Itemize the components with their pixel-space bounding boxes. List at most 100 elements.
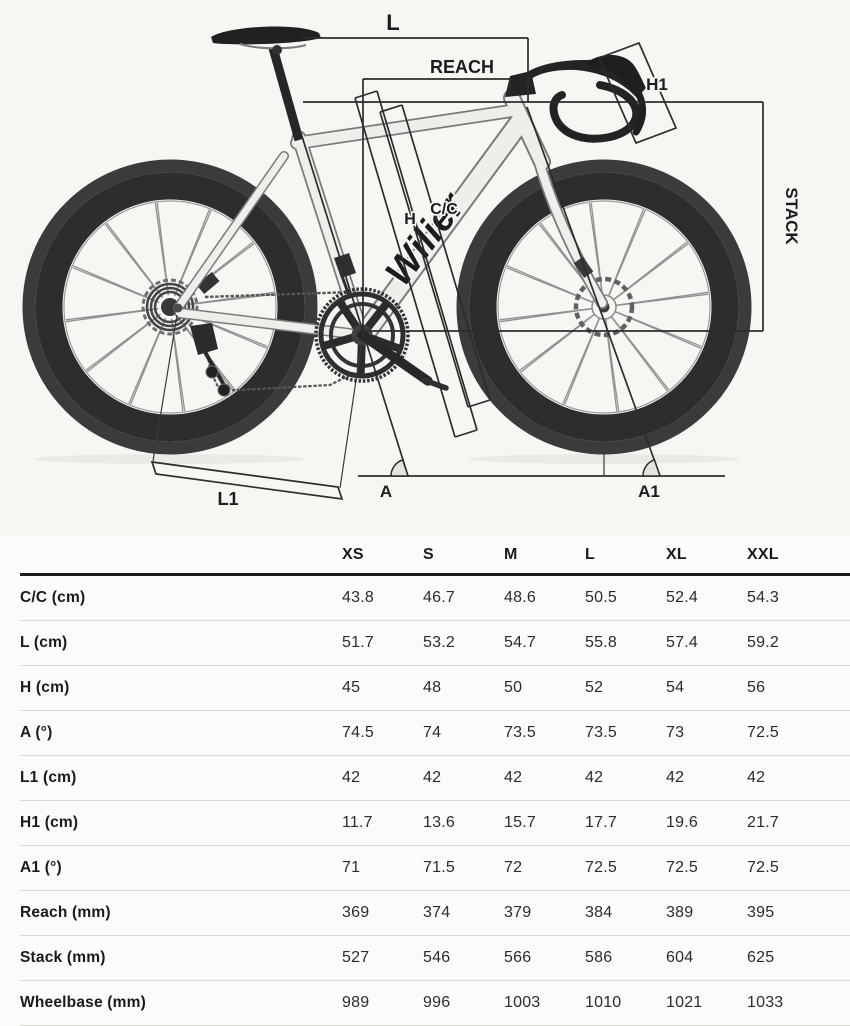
table-row: L (cm) 51.7 53.2 54.7 55.8 57.4 59.2 <box>20 621 850 666</box>
cell-value: 71.5 <box>423 859 455 876</box>
cell-value: 43.8 <box>342 589 374 606</box>
row-label: A1 (°) <box>20 859 62 876</box>
cell-value: 72 <box>504 859 523 876</box>
rear-derailleur <box>190 323 231 397</box>
cell-value: 54 <box>666 679 685 696</box>
size-header-s: S <box>423 545 434 563</box>
cell-value: 379 <box>504 904 532 921</box>
row-label: L1 (cm) <box>20 769 77 786</box>
cell-value: 45 <box>342 679 361 696</box>
rear-disc-rotor <box>141 278 199 336</box>
cell-value: 1021 <box>666 994 703 1011</box>
size-header-xxl: XXL <box>747 545 779 563</box>
cell-value: 74 <box>423 724 442 741</box>
row-label: Stack (mm) <box>20 949 106 966</box>
rear-brake-caliper <box>196 271 220 295</box>
label-l1: L1 <box>217 489 238 509</box>
cell-value: 546 <box>423 949 451 966</box>
cell-value: 21.7 <box>747 814 779 831</box>
size-header-m: M <box>504 545 518 563</box>
cell-value: 369 <box>342 904 370 921</box>
cell-value: 42 <box>423 769 442 786</box>
cell-value: 72.5 <box>666 859 698 876</box>
cell-value: 384 <box>585 904 613 921</box>
seatpost <box>268 46 304 142</box>
size-header-l: L <box>585 545 595 563</box>
cell-value: 74.5 <box>342 724 374 741</box>
cell-value: 59.2 <box>747 634 779 651</box>
cell-value: 42 <box>504 769 523 786</box>
row-label: H (cm) <box>20 679 70 696</box>
cell-value: 374 <box>423 904 451 921</box>
seat-angle-axis <box>300 132 409 477</box>
cell-value: 42 <box>585 769 604 786</box>
label-stack: STACK <box>782 187 801 245</box>
table-row: L1 (cm) 42 42 42 42 42 42 <box>20 756 850 801</box>
cell-value: 15.7 <box>504 814 536 831</box>
bike-geometry-diagram: Wilier <box>22 10 801 509</box>
head-angle-axis <box>526 106 661 477</box>
table-row: H (cm) 45 48 50 52 54 56 <box>20 666 850 711</box>
cell-value: 52 <box>585 679 604 696</box>
cell-value: 604 <box>666 949 694 966</box>
cell-value: 989 <box>342 994 370 1011</box>
cell-value: 19.6 <box>666 814 698 831</box>
cell-value: 46.7 <box>423 589 455 606</box>
cell-value: 72.5 <box>747 724 779 741</box>
rear-wheel <box>22 159 318 455</box>
cell-value: 72.5 <box>747 859 779 876</box>
cell-value: 11.7 <box>342 814 373 831</box>
bike-illustration: Wilier <box>22 10 801 509</box>
cell-value: 996 <box>423 994 451 1011</box>
size-header-xs: XS <box>342 545 364 563</box>
brake-lever <box>630 82 646 136</box>
cell-value: 52.4 <box>666 589 698 606</box>
cell-value: 73.5 <box>585 724 617 741</box>
cell-value: 42 <box>666 769 685 786</box>
angle-a-arc <box>390 458 410 477</box>
dimension-lines <box>150 37 764 501</box>
cell-value: 566 <box>504 949 532 966</box>
pedal <box>421 377 449 391</box>
cell-value: 13.6 <box>423 814 455 831</box>
cell-value: 73 <box>666 724 685 741</box>
cell-value: 1033 <box>747 994 784 1011</box>
crank-arm <box>357 330 433 386</box>
label-h: H <box>404 211 416 228</box>
cell-value: 1003 <box>504 994 541 1011</box>
table-row: Wheelbase (mm) 989 996 1003 1010 1021 10… <box>20 981 850 1026</box>
cell-value: 54.7 <box>504 634 536 651</box>
cell-value: 586 <box>585 949 613 966</box>
cell-value: 42 <box>342 769 361 786</box>
row-label: Reach (mm) <box>20 904 111 921</box>
label-a: A <box>380 482 392 501</box>
cell-value: 57.4 <box>666 634 698 651</box>
angle-a1-arc <box>642 458 662 477</box>
h1-box <box>597 41 678 145</box>
table-row: H1 (cm) 11.7 13.6 15.7 17.7 19.6 21.7 <box>20 801 850 846</box>
cc-box <box>379 104 491 408</box>
cell-value: 50.5 <box>585 589 617 606</box>
table-header-row: XS S M L XL XXL <box>20 536 850 576</box>
size-header-xl: XL <box>666 545 687 563</box>
cell-value: 50 <box>504 679 523 696</box>
l1-box <box>150 460 344 501</box>
cell-value: 48.6 <box>504 589 536 606</box>
table-row: A1 (°) 71 71.5 72 72.5 72.5 72.5 <box>20 846 850 891</box>
table-row: Stack (mm) 527 546 566 586 604 625 <box>20 936 850 981</box>
h-box <box>354 90 478 438</box>
row-label: C/C (cm) <box>20 589 86 606</box>
cell-value: 527 <box>342 949 370 966</box>
label-cc: C/C <box>430 201 458 218</box>
cell-value: 17.7 <box>585 814 617 831</box>
label-h1: H1 <box>646 75 668 94</box>
table-row: A (°) 74.5 74 73.5 73.5 73 72.5 <box>20 711 850 756</box>
row-label: H1 (cm) <box>20 814 79 831</box>
rear-wheel-shadow <box>35 454 305 464</box>
table-row: C/C (cm) 43.8 46.7 48.6 50.5 52.4 54.3 <box>20 576 850 621</box>
cell-value: 56 <box>747 679 766 696</box>
row-label: Wheelbase (mm) <box>20 994 146 1011</box>
cell-value: 55.8 <box>585 634 617 651</box>
cell-value: 73.5 <box>504 724 536 741</box>
table-row: Reach (mm) 369 374 379 384 389 395 <box>20 891 850 936</box>
